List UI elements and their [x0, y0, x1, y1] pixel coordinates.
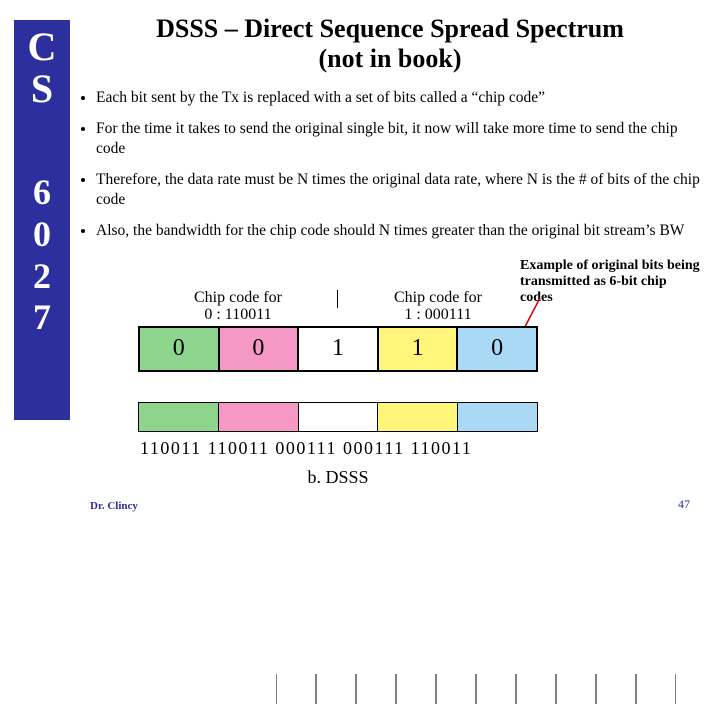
dsss-diagram: Chip code for 0 : 110011 Chip code for 1… [138, 290, 538, 488]
sidebar-course-code: C S 6 0 2 7 [14, 20, 70, 420]
title-line2: (not in book) [318, 44, 461, 73]
footer-author: Dr. Clincy [90, 500, 138, 512]
sidebar-number: 6 [14, 174, 70, 212]
sidebar-number: 7 [14, 299, 70, 337]
bullet-item: Therefore, the data rate must be N times… [96, 170, 700, 209]
chip-label-0: Chip code for 0 : 110011 [138, 290, 338, 324]
connector-lines [276, 674, 676, 704]
chip-code-labels: Chip code for 0 : 110011 Chip code for 1… [138, 290, 538, 324]
code-cell [458, 403, 537, 431]
code-cell [378, 403, 458, 431]
code-cell [139, 403, 219, 431]
bit-cell: 0 [220, 328, 300, 370]
sidebar-letter: C [14, 26, 70, 68]
bit-cell: 0 [458, 328, 536, 370]
bullet-item: Also, the bandwidth for the chip code sh… [96, 221, 700, 240]
diagram-sub-label: b. DSSS [138, 467, 538, 488]
bullet-list: Each bit sent by the Tx is replaced with… [76, 88, 700, 252]
bit-cell: 0 [140, 328, 220, 370]
code-cell [299, 403, 379, 431]
code-cell [219, 403, 299, 431]
sidebar-letter: S [14, 68, 70, 110]
bit-cell: 1 [299, 328, 379, 370]
bit-cell: 1 [379, 328, 459, 370]
original-bit-row: 0 0 1 1 0 [138, 326, 538, 372]
chip-label-1: Chip code for 1 : 000111 [338, 290, 538, 324]
sidebar-number: 2 [14, 258, 70, 296]
bullet-item: For the time it takes to send the origin… [96, 119, 700, 158]
sidebar-number: 0 [14, 216, 70, 254]
chip-code-row [138, 402, 538, 432]
slide-title: DSSS – Direct Sequence Spread Spectrum (… [90, 14, 690, 74]
chip-code-string: 110011 110011 000111 000111 110011 [138, 438, 538, 459]
slide-number: 47 [678, 497, 690, 512]
title-line1: DSSS – Direct Sequence Spread Spectrum [156, 14, 624, 43]
bullet-item: Each bit sent by the Tx is replaced with… [96, 88, 700, 107]
